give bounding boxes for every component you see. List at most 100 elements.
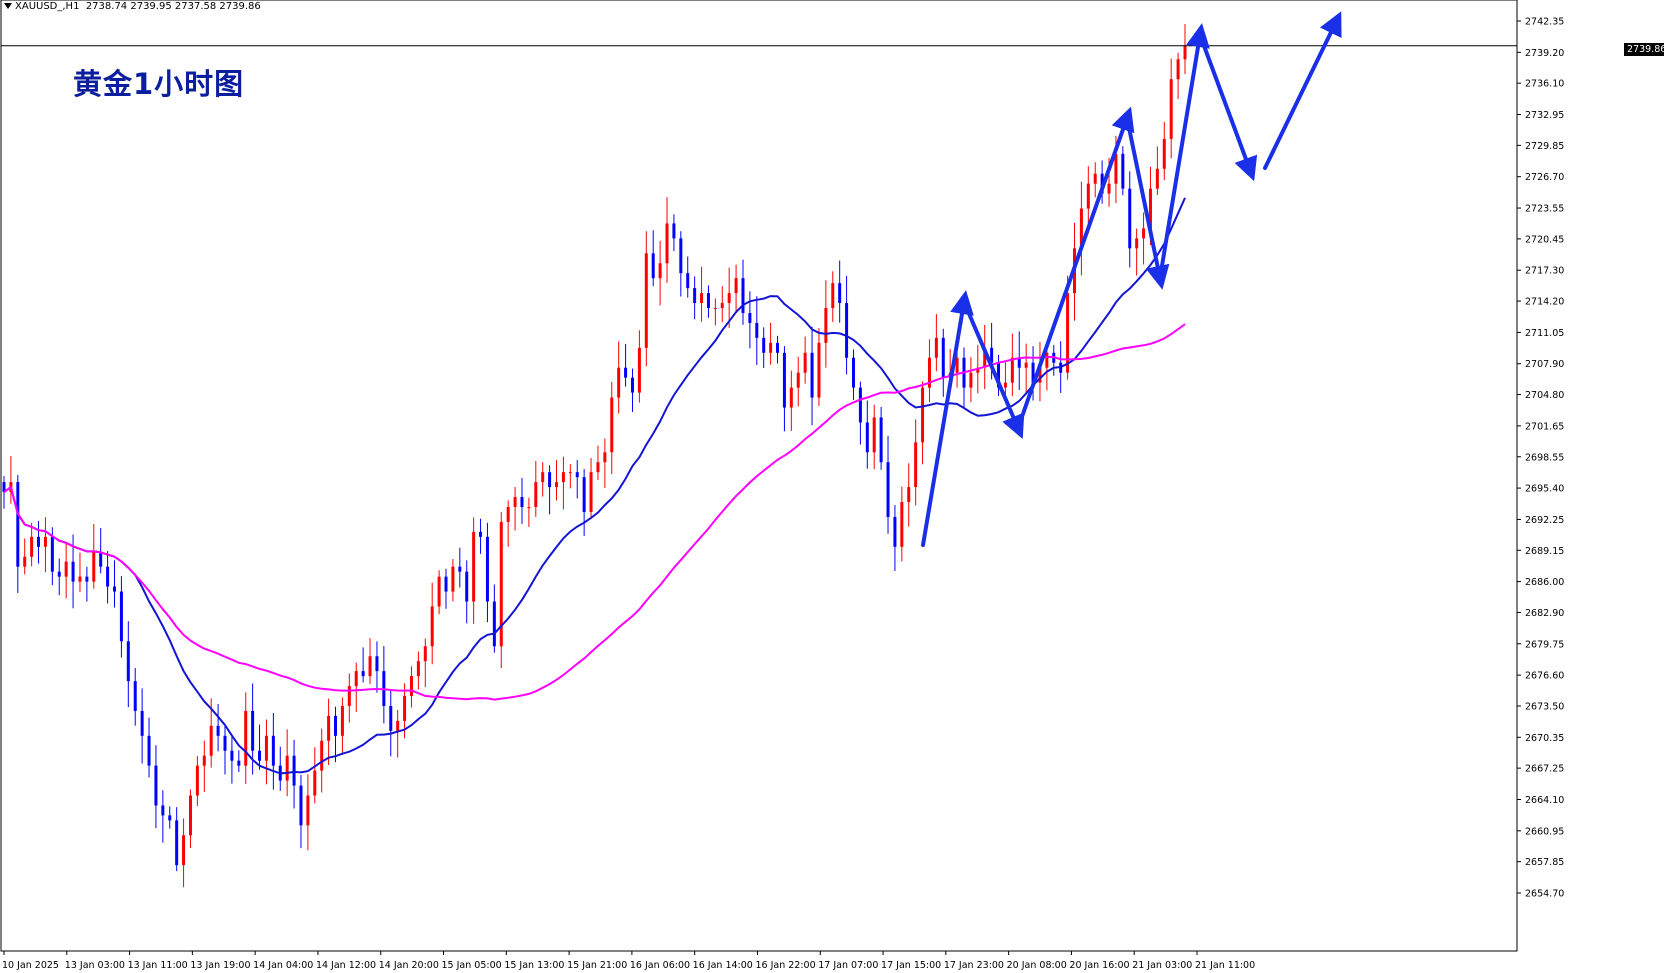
candle-body: [161, 805, 165, 816]
candle-body: [727, 293, 731, 304]
x-tick-label: 20 Jan 16:00: [1069, 960, 1129, 971]
candle-body: [292, 755, 296, 786]
candle-body: [285, 755, 289, 781]
candle-body: [258, 750, 262, 761]
x-tick-label: 16 Jan 06:00: [630, 960, 690, 971]
trend-arrow: [1016, 106, 1135, 430]
candle-body: [458, 566, 462, 572]
candle-body: [1176, 59, 1180, 80]
candle-body: [23, 556, 27, 567]
candle-body: [1031, 362, 1035, 383]
candle-body: [568, 472, 572, 474]
candle-body: [30, 536, 34, 557]
candle-body: [140, 710, 144, 736]
candle-body: [1183, 45, 1187, 60]
trend-arrow: [1158, 23, 1210, 280]
candle-body: [706, 293, 710, 309]
candle-body: [630, 377, 634, 393]
candle-body: [886, 462, 890, 517]
candle-body: [71, 561, 75, 582]
candle-body: [499, 521, 503, 647]
candle-body: [548, 472, 552, 488]
candle-body: [810, 352, 814, 398]
candle-body: [1128, 188, 1132, 249]
y-tick-label: 2732.95: [1525, 110, 1564, 121]
x-tick-label: 21 Jan 11:00: [1195, 960, 1255, 971]
candle-body: [665, 223, 669, 264]
candle-body: [237, 760, 241, 766]
candle-body: [1038, 367, 1042, 383]
candle-body: [817, 342, 821, 398]
candle-body: [92, 551, 96, 582]
candle-body: [755, 322, 759, 338]
candle-body: [361, 671, 365, 677]
candle-body: [223, 735, 227, 751]
candle-body: [914, 442, 918, 488]
candle-body: [37, 536, 41, 547]
candle-body: [1003, 382, 1007, 388]
candle-body: [1148, 188, 1152, 229]
candle-body: [637, 347, 641, 393]
candle-body: [244, 710, 248, 766]
candle-body: [527, 506, 531, 508]
trend-arrow: [1125, 116, 1170, 290]
candle-body: [1066, 293, 1070, 373]
y-tick-label: 2701.65: [1525, 421, 1564, 432]
candle-body: [1045, 352, 1049, 368]
candle-body: [1114, 153, 1118, 184]
y-tick-label: 2742.35: [1525, 17, 1564, 28]
candle-body: [893, 516, 897, 547]
candle-body: [1093, 173, 1097, 184]
y-tick-label: 2714.20: [1525, 297, 1564, 308]
candle-body: [748, 312, 752, 323]
ma-slow-line: [3, 323, 1186, 701]
x-tick-label: 13 Jan 19:00: [190, 960, 250, 971]
candle-body: [492, 601, 496, 647]
candle-body: [209, 725, 213, 756]
dropdown-triangle-icon[interactable]: [4, 3, 12, 9]
candle-body: [271, 735, 275, 766]
y-tick-label: 2657.85: [1525, 857, 1564, 868]
chart-title: 黄金1小时图: [73, 67, 245, 101]
y-tick-label: 2692.25: [1525, 515, 1564, 526]
y-tick-label: 2679.75: [1525, 639, 1564, 650]
y-tick-label: 2654.70: [1525, 889, 1564, 900]
candle-body: [858, 387, 862, 423]
candle-body: [693, 288, 697, 304]
y-tick-label: 2686.00: [1525, 577, 1564, 588]
x-tick-label: 10 Jan 2025: [2, 960, 59, 971]
candle-body: [133, 681, 137, 711]
y-tick-label: 2717.30: [1525, 266, 1564, 277]
candle-body: [1162, 138, 1166, 169]
y-tick-label: 2698.55: [1525, 452, 1564, 463]
candle-body: [741, 278, 745, 313]
x-tick-label: 16 Jan 22:00: [755, 960, 815, 971]
y-tick-label: 2664.10: [1525, 795, 1564, 806]
candle-body: [375, 656, 379, 672]
candle-body: [147, 735, 151, 766]
trend-arrow: [921, 290, 974, 547]
current-price-label: 2739.86: [1624, 43, 1664, 56]
x-tick-label: 15 Jan 13:00: [504, 960, 564, 971]
candle-body: [700, 293, 704, 304]
candle-body: [485, 536, 489, 602]
symbol-header: XAUUSD_,H1 2738.74 2739.95 2737.58 2739.…: [4, 1, 261, 12]
candle-body: [465, 571, 469, 602]
candle-body: [838, 283, 842, 304]
y-tick-label: 2667.25: [1525, 764, 1564, 775]
candle-body: [651, 253, 655, 279]
y-tick-label: 2723.55: [1525, 204, 1564, 215]
candle-body: [1086, 183, 1090, 209]
candle-body: [403, 696, 407, 721]
ma-fast-line: [3, 197, 1186, 775]
candle-body: [1169, 79, 1173, 139]
y-tick-label: 2736.10: [1525, 79, 1564, 90]
candle-body: [182, 835, 186, 866]
candle-body: [113, 586, 117, 592]
candle-body: [879, 417, 883, 463]
candle-body: [99, 551, 103, 567]
trend-arrow: [962, 300, 1025, 440]
candle-body: [188, 795, 192, 836]
candle-body: [43, 536, 47, 547]
